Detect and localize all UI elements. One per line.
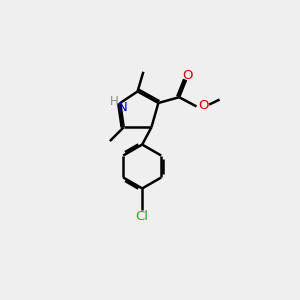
Text: O: O	[198, 99, 209, 112]
Text: H: H	[110, 95, 118, 108]
Text: O: O	[182, 69, 193, 82]
Text: Cl: Cl	[136, 210, 149, 223]
Text: N: N	[118, 101, 128, 114]
